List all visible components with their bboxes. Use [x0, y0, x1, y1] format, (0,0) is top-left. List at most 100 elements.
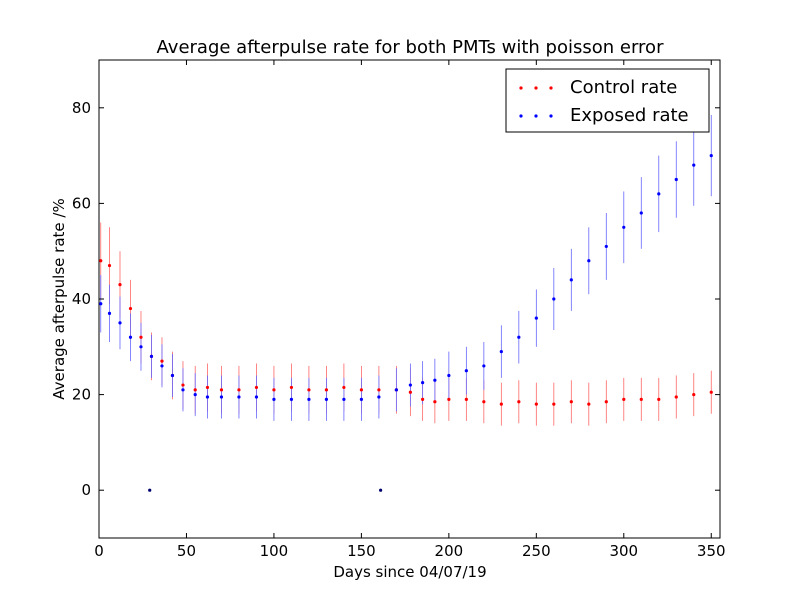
- control-point: [534, 402, 538, 406]
- control-point: [160, 359, 164, 363]
- control-point: [517, 400, 521, 404]
- exposed-point: [517, 335, 521, 339]
- control-point: [604, 400, 608, 404]
- control-point: [433, 400, 437, 404]
- exposed-point: [499, 349, 503, 354]
- control-point: [219, 388, 224, 392]
- exposed-point: [324, 397, 329, 401]
- control-point: [289, 385, 294, 390]
- legend-marker-control: [519, 86, 553, 90]
- control-point: [181, 383, 185, 387]
- control-legend-dot: [534, 86, 538, 90]
- control-point: [709, 390, 713, 394]
- exposed-point: [622, 225, 626, 229]
- y-tick-label: 40: [72, 290, 91, 308]
- exposed-point: [447, 373, 451, 378]
- control-point: [118, 283, 122, 287]
- control-point: [193, 388, 197, 392]
- exposed-point: [377, 395, 381, 399]
- outlier-point: [379, 488, 383, 492]
- exposed-point: [139, 345, 143, 349]
- legend-marker-exposed: [519, 114, 553, 118]
- legend: Control rate Exposed rate: [505, 68, 710, 133]
- exposed-point: [639, 211, 643, 215]
- legend-label-exposed: Exposed rate: [570, 105, 689, 126]
- x-tick-label: 300: [609, 542, 638, 560]
- exposed-point: [587, 259, 591, 263]
- exposed-point: [118, 321, 122, 325]
- control-point: [464, 397, 468, 401]
- y-axis-label: Average afterpulse rate /%: [50, 198, 68, 399]
- x-tick-label: 250: [522, 542, 551, 560]
- exposed-point: [149, 354, 154, 358]
- exposed-point: [408, 383, 412, 387]
- exposed-point: [657, 192, 661, 196]
- control-point: [674, 395, 678, 399]
- y-tick-label: 60: [72, 194, 91, 212]
- control-point: [272, 388, 276, 392]
- control-point: [359, 388, 363, 392]
- exposed-point: [170, 373, 175, 378]
- x-axis: 0 50 100 150 200 250 300 350: [94, 60, 726, 560]
- y-axis: 0 20 40 60 80: [72, 99, 720, 499]
- control-point: [622, 397, 626, 401]
- control-point: [408, 390, 412, 394]
- exposed-point: [569, 278, 573, 282]
- control-point: [139, 335, 143, 339]
- control-point: [254, 385, 259, 390]
- legend-label-control: Control rate: [570, 77, 677, 98]
- x-axis-label: Days since 04/07/19: [333, 563, 486, 581]
- control-legend-dot: [519, 86, 523, 90]
- exposed-legend-dot: [534, 114, 538, 118]
- exposed-point: [552, 297, 556, 301]
- x-tick-label: 200: [435, 542, 464, 560]
- exposed-point: [254, 395, 259, 399]
- control-point: [639, 397, 643, 401]
- exposed-point: [160, 364, 164, 368]
- exposed-point: [534, 316, 538, 320]
- control-point: [128, 306, 133, 311]
- exposed-point: [193, 393, 197, 397]
- exposed-point: [99, 302, 103, 306]
- error-bars: [100, 114, 712, 426]
- control-legend-dot: [549, 86, 553, 90]
- control-point: [499, 402, 503, 406]
- outlier-point: [148, 488, 152, 492]
- control-point: [447, 397, 451, 401]
- exposed-point: [674, 177, 678, 182]
- exposed-point: [394, 388, 398, 392]
- control-point: [421, 397, 425, 401]
- y-tick-label: 0: [81, 481, 91, 499]
- chart-title: Average afterpulse rate for both PMTs wi…: [157, 37, 665, 58]
- legend-box: [505, 68, 710, 133]
- exposed-point: [181, 388, 185, 392]
- exposed-point: [421, 381, 425, 385]
- x-tick-label: 150: [347, 542, 376, 560]
- exposed-point: [219, 395, 224, 399]
- control-point: [237, 388, 241, 392]
- exposed-legend-dot: [549, 114, 553, 118]
- x-tick-label: 350: [697, 542, 726, 560]
- exposed-point: [359, 397, 363, 401]
- control-point: [482, 400, 486, 404]
- y-tick-label: 80: [72, 99, 91, 117]
- control-point: [99, 259, 103, 263]
- control-point: [587, 402, 591, 406]
- exposed-point: [128, 335, 133, 339]
- control-point: [205, 385, 210, 390]
- exposed-point: [237, 395, 241, 399]
- exposed-point: [464, 369, 468, 373]
- exposed-legend-dot: [519, 114, 523, 118]
- exposed-point: [604, 244, 608, 249]
- y-tick-label: 20: [72, 386, 91, 404]
- control-point: [324, 388, 329, 392]
- exposed-point: [482, 364, 486, 368]
- x-tick-label: 50: [177, 542, 196, 560]
- x-tick-label: 0: [94, 542, 104, 560]
- exposed-point: [272, 397, 276, 401]
- x-tick-label: 100: [260, 542, 289, 560]
- exposed-point: [107, 311, 112, 315]
- exposed-point: [289, 397, 294, 401]
- control-point: [657, 397, 661, 401]
